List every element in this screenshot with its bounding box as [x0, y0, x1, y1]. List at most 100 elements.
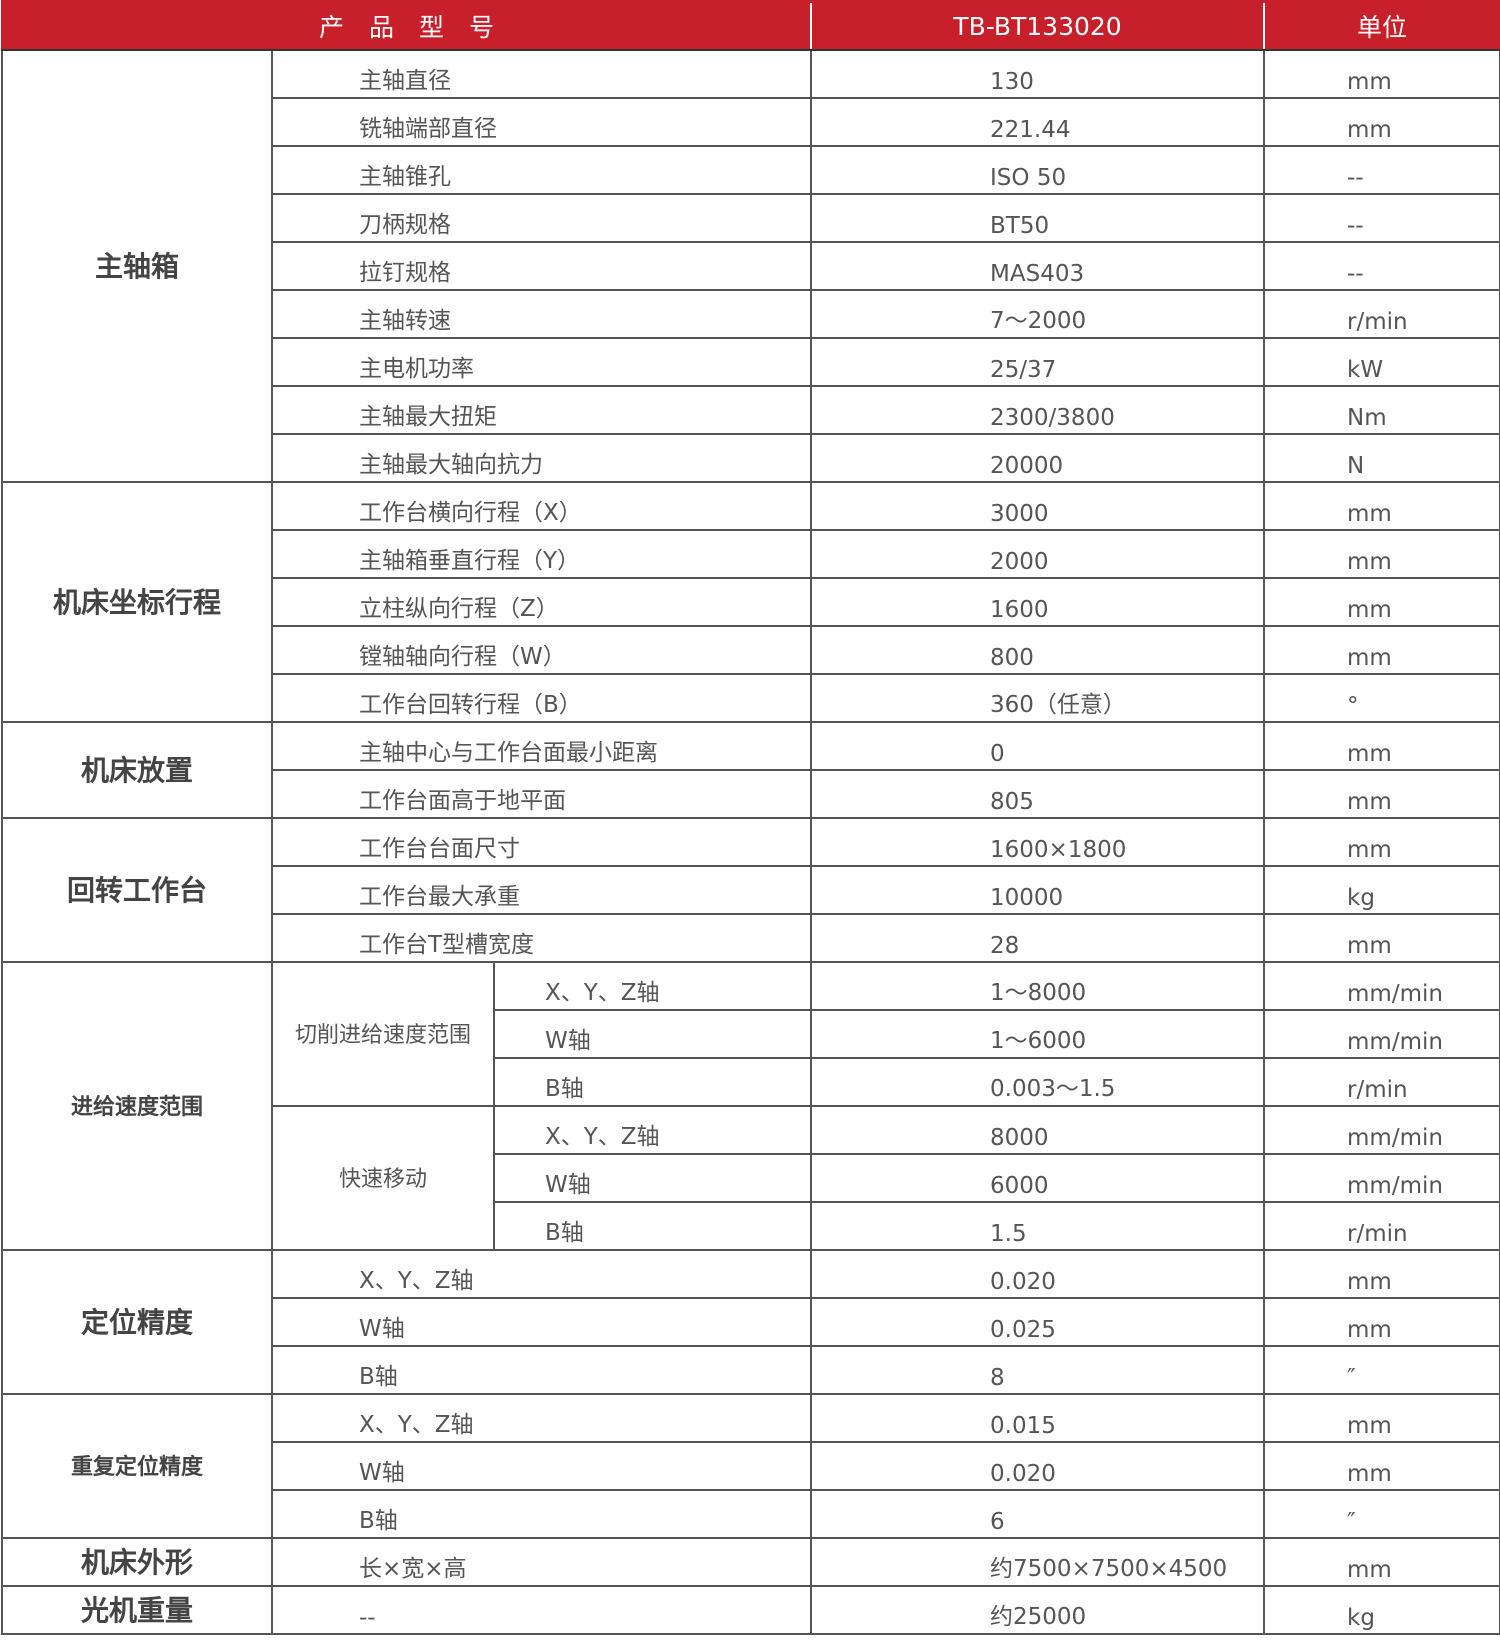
spec-body: 主轴箱 主轴直径 130 mm 铣轴端部直径 221.44 mm 主轴锥孔 ISO 50 -- 刀柄…: [1, 49, 1500, 1635]
param-unit: mm/min: [1263, 1105, 1500, 1155]
param-name: 主轴转速: [270, 289, 813, 339]
section-label: 进给速度范围: [1, 961, 273, 1251]
table-row: 重复定位精度 X、Y、Z轴 0.015 mm: [1, 1393, 1500, 1539]
table-row: 机床坐标行程 工作台横向行程（X） 3000 mm: [1, 481, 1500, 723]
param-unit: ″: [1263, 1345, 1500, 1395]
param-name: B轴: [270, 1345, 813, 1395]
table-row: B轴 0.003～1.5 r/min: [2, 1057, 1500, 1107]
param-value: 0: [810, 721, 1266, 771]
table-row: 立柱纵向行程（Z） 1600 mm: [2, 577, 1500, 627]
param-name: --: [270, 1585, 813, 1635]
table-row: 主轴锥孔 ISO 50 --: [2, 145, 1500, 195]
param-name: W轴: [270, 1297, 813, 1347]
section-label: 重复定位精度: [1, 1393, 273, 1539]
param-value: 约7500×7500×4500: [810, 1537, 1266, 1587]
param-value: 1600×1800: [810, 817, 1266, 867]
param-value: 6000: [810, 1153, 1266, 1203]
table-row: 机床放置 主轴中心与工作台面最小距离 0 mm: [1, 721, 1500, 819]
param-value: 0.020: [810, 1441, 1266, 1491]
table-row: 刀柄规格 BT50 --: [2, 193, 1500, 243]
param-name: 工作台面高于地平面: [270, 769, 813, 819]
table-row: 工作台回转行程（B） 360（任意） °: [2, 673, 1500, 723]
table-row: 铣轴端部直径 221.44 mm: [2, 97, 1500, 147]
param-unit: mm: [1263, 481, 1500, 531]
param-unit: mm: [1263, 1393, 1500, 1443]
param-name: 工作台回转行程（B）: [270, 673, 813, 723]
param-value: 0.003～1.5: [810, 1057, 1266, 1107]
param-value: 0.015: [810, 1393, 1266, 1443]
param-name: 主电机功率: [270, 337, 813, 387]
param-unit: r/min: [1263, 1057, 1500, 1107]
param-name: 工作台横向行程（X）: [270, 481, 813, 531]
subgroup-label: 切削进给速度范围: [271, 961, 495, 1107]
section-label: 回转工作台: [1, 817, 273, 963]
param-unit: r/min: [1263, 1201, 1500, 1251]
table-row: B轴 1.5 r/min: [2, 1201, 1500, 1251]
param-value: 3000: [810, 481, 1266, 531]
param-value: 2000: [810, 529, 1266, 579]
table-row: 工作台面高于地平面 805 mm: [2, 769, 1500, 819]
section-label: 机床外形: [1, 1537, 273, 1587]
param-value: 1～8000: [810, 961, 1266, 1011]
param-unit: Nm: [1263, 385, 1500, 435]
param-unit: mm/min: [1263, 961, 1500, 1011]
param-value: 0.020: [810, 1249, 1266, 1299]
param-name: X、Y、Z轴: [270, 1249, 813, 1299]
param-unit: kg: [1263, 1585, 1500, 1635]
param-value: 805: [810, 769, 1266, 819]
table-row: W轴 1～6000 mm/min: [2, 1009, 1500, 1059]
param-unit: N: [1263, 433, 1500, 483]
param-value: 1.5: [810, 1201, 1266, 1251]
param-name: 铣轴端部直径: [270, 97, 813, 147]
param-name: 主轴锥孔: [270, 145, 813, 195]
header-product-model: 产 品 型 号: [0, 0, 813, 51]
param-value: 360（任意）: [810, 673, 1266, 723]
param-name: 主轴最大扭矩: [270, 385, 813, 435]
param-value: 2300/3800: [810, 385, 1266, 435]
param-value: 20000: [810, 433, 1266, 483]
param-value: 6: [810, 1489, 1266, 1539]
param-unit: ″: [1263, 1489, 1500, 1539]
param-name: 主轴直径: [270, 49, 813, 99]
param-name: 镗轴轴向行程（W）: [270, 625, 813, 675]
header-unit: 单位: [1263, 0, 1500, 51]
param-unit: mm: [1263, 97, 1500, 147]
table-row: 工作台最大承重 10000 kg: [2, 865, 1500, 915]
param-name: X、Y、Z轴: [492, 961, 813, 1011]
param-unit: mm/min: [1263, 1009, 1500, 1059]
param-unit: mm: [1263, 625, 1500, 675]
param-unit: mm: [1263, 721, 1500, 771]
param-name: X、Y、Z轴: [270, 1393, 813, 1443]
table-row: 主轴最大扭矩 2300/3800 Nm: [2, 385, 1500, 435]
param-value: 7～2000: [810, 289, 1266, 339]
header-row: 产 品 型 号 TB-BT133020 单位: [0, 0, 1500, 51]
param-name: 拉钉规格: [270, 241, 813, 291]
table-row: 主轴最大轴向抗力 20000 N: [2, 433, 1500, 483]
param-name: W轴: [492, 1009, 813, 1059]
param-unit: --: [1263, 241, 1500, 291]
param-unit: mm/min: [1263, 1153, 1500, 1203]
table-row: W轴 0.020 mm: [2, 1441, 1500, 1491]
table-row: 主轴箱 主轴直径 130 mm: [1, 49, 1500, 483]
section-label: 主轴箱: [1, 49, 273, 483]
param-value: 800: [810, 625, 1266, 675]
table-row: W轴 0.025 mm: [2, 1297, 1500, 1347]
table-row: 主电机功率 25/37 kW: [2, 337, 1500, 387]
param-unit: mm: [1263, 529, 1500, 579]
table-row: 拉钉规格 MAS403 --: [2, 241, 1500, 291]
section-label: 机床放置: [1, 721, 273, 819]
param-name: 工作台T型槽宽度: [270, 913, 813, 963]
param-unit: kW: [1263, 337, 1500, 387]
param-unit: °: [1263, 673, 1500, 723]
param-name: 工作台台面尺寸: [270, 817, 813, 867]
param-value: 约25000: [810, 1585, 1266, 1635]
table-row: B轴 6 ″: [2, 1489, 1500, 1539]
subgroup-label: 快速移动: [271, 1105, 495, 1251]
param-name: X、Y、Z轴: [492, 1105, 813, 1155]
param-value: 1～6000: [810, 1009, 1266, 1059]
param-value: 8000: [810, 1105, 1266, 1155]
param-name: 立柱纵向行程（Z）: [270, 577, 813, 627]
param-unit: mm: [1263, 1537, 1500, 1587]
section-label: 机床坐标行程: [1, 481, 273, 723]
